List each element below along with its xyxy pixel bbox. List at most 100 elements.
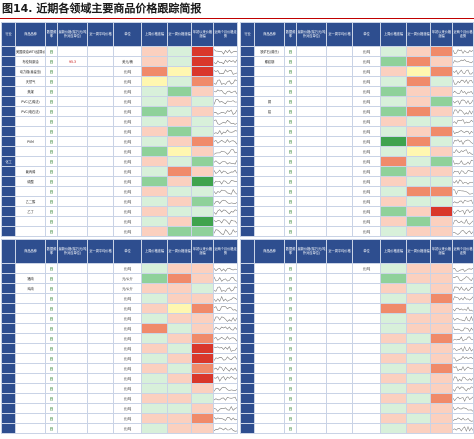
col-header: 最新价格(除万元/吨外对应单位) <box>57 22 88 47</box>
trend-sparkline <box>213 146 238 157</box>
ytd-change <box>191 283 214 294</box>
unit-cell: 元/吨 <box>113 353 142 364</box>
commodity-name <box>15 226 46 237</box>
unit-cell: 元/吨 <box>113 403 142 414</box>
latest-price <box>296 343 327 354</box>
latest-price <box>57 166 88 177</box>
this-week-change <box>406 116 431 127</box>
this-week-change <box>167 186 192 197</box>
this-week-change <box>167 146 192 157</box>
latest-price <box>57 363 88 374</box>
commodity-name <box>254 76 285 87</box>
col-header: 上周价格涨幅 <box>141 239 168 264</box>
latest-price <box>57 76 88 87</box>
col-header: 数据频率 <box>45 239 58 264</box>
last-week-change <box>380 313 407 324</box>
trend-sparkline <box>452 323 474 334</box>
last-week-change <box>380 106 407 117</box>
last-week-change <box>141 393 168 404</box>
unit-cell: 元/吨 <box>113 373 142 384</box>
last-week-change <box>141 176 168 187</box>
weekly-average <box>326 216 353 227</box>
table-row: 日 元/吨 <box>1 323 238 334</box>
ytd-change <box>191 423 214 434</box>
commodity-name <box>254 263 285 274</box>
commodity-name <box>254 283 285 294</box>
trend-sparkline <box>452 76 474 87</box>
table-row: 硫酸日 元/吨 <box>1 176 238 187</box>
weekly-average <box>87 263 114 274</box>
trend-sparkline <box>213 323 238 334</box>
ytd-change <box>430 106 453 117</box>
data-frequency: 日 <box>45 263 58 274</box>
weekly-average <box>326 206 353 217</box>
commodity-name <box>254 323 285 334</box>
sector-cell <box>1 423 16 434</box>
table-row: 日 元/吨 <box>240 196 474 207</box>
ytd-change <box>191 96 214 107</box>
weekly-average <box>326 313 353 324</box>
unit-cell: 元/吨 <box>352 156 381 167</box>
col-header: 单位 <box>352 22 381 47</box>
ytd-change <box>430 403 453 414</box>
weekly-average <box>326 273 353 284</box>
col-header: 年初以来价格涨幅 <box>191 22 214 47</box>
sparkline-path <box>453 326 473 332</box>
this-week-change <box>167 136 192 147</box>
sector-cell <box>1 263 16 274</box>
data-frequency: 日 <box>45 186 58 197</box>
last-week-change <box>380 383 407 394</box>
unit-cell: 元/吨 <box>352 76 381 87</box>
sparkline-path <box>453 355 473 362</box>
last-week-change <box>141 313 168 324</box>
unit-cell: 元/吨 <box>113 166 142 177</box>
unit-cell: 元/吨 <box>113 176 142 187</box>
commodity-name: 铁矿石(普氏) <box>254 46 285 57</box>
sector-cell <box>240 263 255 274</box>
trend-sparkline <box>213 216 238 227</box>
table-row: PVM 日 元/吨 <box>1 136 238 147</box>
sector-cell <box>1 313 16 324</box>
trend-sparkline <box>452 206 474 217</box>
latest-price <box>296 263 327 274</box>
latest-price: 95.3 <box>57 56 88 67</box>
ytd-change <box>430 303 453 314</box>
weekly-average <box>326 303 353 314</box>
sparkline-path <box>453 78 473 85</box>
commodity-name <box>15 403 46 414</box>
last-week-change <box>380 373 407 384</box>
trend-sparkline <box>213 273 238 284</box>
table-row: 布伦特原油日 95.3 美元/桶 <box>1 56 238 67</box>
commodity-name <box>254 166 285 177</box>
sector-cell <box>240 96 255 107</box>
table-row: 日 元/吨 <box>240 226 474 237</box>
table-row: 日 元/吨 <box>1 186 238 197</box>
latest-price <box>296 146 327 157</box>
this-week-change <box>406 106 431 117</box>
ytd-change <box>430 263 453 274</box>
this-week-change <box>406 363 431 374</box>
table-row: 日 元/吨 <box>1 373 238 384</box>
sparkline-path <box>453 315 473 321</box>
ytd-change <box>191 136 214 147</box>
last-week-change <box>380 96 407 107</box>
this-week-change <box>167 353 192 364</box>
data-frequency: 日 <box>284 46 297 57</box>
col-header: 近两个月价格走势 <box>213 239 238 264</box>
weekly-average <box>326 413 353 424</box>
trend-sparkline <box>213 283 238 294</box>
latest-price <box>57 206 88 217</box>
sparkline-path <box>453 69 473 75</box>
sector-cell <box>1 76 16 87</box>
latest-price <box>57 226 88 237</box>
unit-cell: 元/吨 <box>113 116 142 127</box>
unit-cell <box>352 273 381 284</box>
sparkline-path <box>453 189 473 195</box>
unit-cell: 元/吨 <box>113 333 142 344</box>
sector-cell <box>1 323 16 334</box>
sparkline-path <box>453 218 473 225</box>
data-frequency: 日 <box>284 196 297 207</box>
commodity-name: 天然气 <box>15 76 46 87</box>
this-week-change <box>167 96 192 107</box>
table-row: 日 元/吨 <box>240 216 474 227</box>
